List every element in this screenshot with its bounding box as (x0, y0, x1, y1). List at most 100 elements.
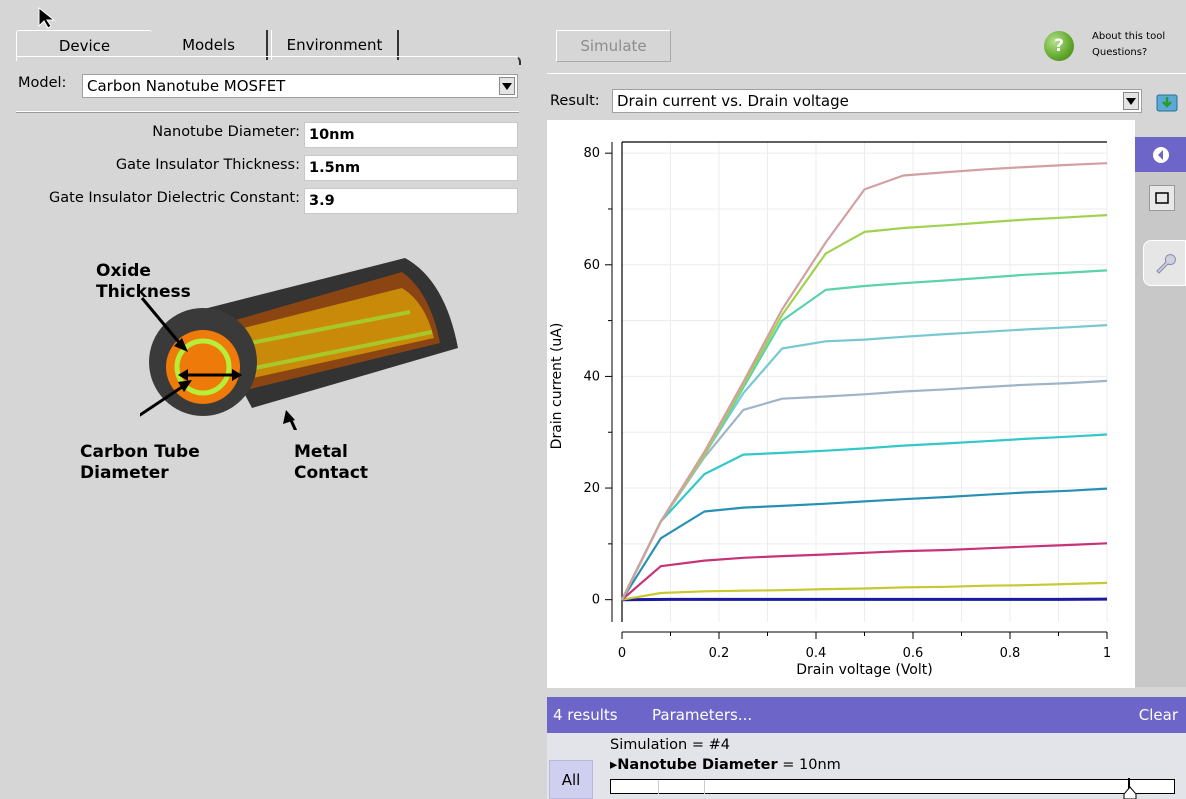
arrow-left-icon (178, 369, 188, 381)
results-count: 4 results (553, 706, 618, 724)
y-tick-label: 40 (583, 369, 600, 384)
tube-label-line1: Carbon Tube (80, 442, 200, 462)
arrow-right-icon (232, 369, 242, 381)
sidebar-toggle[interactable] (1135, 137, 1186, 172)
result-select-value: Drain current vs. Drain voltage (617, 92, 849, 110)
tube-label-line2: Diameter (80, 463, 169, 483)
oxide-label-line1: Oxide (96, 261, 151, 281)
dielectric-constant-label-text: Gate Insulator Dielectric Constant: (49, 190, 300, 206)
sidebar (1135, 137, 1186, 687)
x-tick-label: 0.4 (806, 646, 827, 661)
oxide-pointer (140, 297, 184, 347)
parameter-slider[interactable] (610, 779, 1175, 794)
chevron-down-icon[interactable] (499, 77, 515, 95)
dielectric-constant-value: 3.9 (309, 193, 335, 209)
result-label: Result: (550, 93, 600, 109)
download-icon[interactable] (1155, 91, 1179, 113)
oxide-stripe (229, 310, 411, 349)
settings-tab[interactable] (1143, 240, 1186, 286)
about-tool-link[interactable]: About this tool (1092, 31, 1165, 42)
series-line (621, 597, 1108, 602)
series-line (621, 214, 1108, 601)
arrow-icon (178, 380, 192, 392)
series-line (621, 487, 1108, 601)
drain-current-chart: 0 0.2 0.4 0.6 0.8 1 0 20 40 60 80 Drain voltage (Vo… (549, 141, 1111, 678)
slider-tick (658, 780, 659, 794)
oxide-stripe (239, 330, 433, 373)
series-line (621, 379, 1108, 601)
insulator-thickness-value: 1.5nm (309, 160, 361, 176)
y-tick-label: 80 (583, 146, 600, 161)
questions-link[interactable]: Questions? (1092, 47, 1147, 58)
series-line (621, 433, 1108, 601)
tab-bar: Device Models Environment (16, 30, 519, 61)
tab-models-label: Models (182, 36, 235, 54)
dielectric-constant-field[interactable]: 3.9 (304, 188, 518, 214)
y-axis-label: Drain current (uA) (549, 323, 565, 450)
wrench-icon (1155, 254, 1176, 274)
contact-label-line1: Metal (294, 442, 348, 462)
help-icon[interactable]: ? (1044, 31, 1074, 61)
y-tick-label: 60 (583, 258, 600, 273)
result-row: Result: (550, 93, 600, 109)
parameter-name: Nanotube Diameter (617, 757, 778, 773)
oxide-thickness-label: Oxide Thickness (96, 261, 191, 303)
expand-arrow-icon[interactable]: ▸ (610, 757, 618, 773)
x-tick-label: 1 (1103, 646, 1111, 661)
x-tick-label: 0 (618, 646, 626, 661)
divider-shadow (16, 112, 519, 113)
results-bar: 4 results Parameters... Clear (547, 697, 1186, 733)
metal-contact-label: Metal Contact (294, 442, 368, 484)
slider-handle-icon[interactable] (1122, 786, 1138, 799)
simulation-label: Simulation = #4 (610, 737, 730, 753)
contact-pointer (288, 417, 298, 430)
x-tick-label: 0.6 (903, 646, 924, 661)
insulator-thickness-label: Gate Insulator Thickness: (116, 157, 300, 173)
tab-device[interactable]: Device (16, 30, 152, 61)
nanotube-diameter-field[interactable]: 10nm (304, 122, 518, 148)
nanotube-diagram (140, 258, 458, 430)
nanotube-diameter-value: 10nm (309, 127, 355, 143)
model-select-value: Carbon Nanotube MOSFET (87, 77, 286, 95)
series-line (621, 581, 1108, 601)
parameter-value: = 10nm (777, 757, 841, 773)
model-label: Model: (18, 75, 67, 91)
insulator-thickness-label-text: Gate Insulator Thickness: (115, 157, 300, 173)
result-select[interactable]: Drain current vs. Drain voltage (612, 89, 1142, 113)
parameter-row: ▸Nanotube Diameter = 10nm (610, 757, 841, 773)
tab-models[interactable]: Models (151, 30, 268, 60)
insulator-thickness-field[interactable]: 1.5nm (304, 155, 518, 181)
slider-thumb[interactable] (1128, 778, 1130, 790)
divider (16, 111, 519, 112)
about-tool-text: About this tool (1092, 31, 1166, 42)
tube-pointer (140, 383, 186, 417)
simulate-label: Simulate (580, 37, 647, 55)
x-tick-label: 0.2 (709, 646, 730, 661)
cursor-icon (38, 6, 56, 29)
parameters-link[interactable]: Parameters... (652, 706, 753, 724)
x-tick-label: 0.8 (1000, 646, 1021, 661)
chevron-left-icon (1152, 146, 1169, 163)
simulate-button[interactable]: Simulate (556, 30, 671, 62)
window-icon (1155, 192, 1169, 204)
clear-button[interactable]: Clear (1138, 706, 1178, 724)
contact-label-line2: Contact (294, 463, 369, 483)
series-line (621, 162, 1108, 601)
nanotube-diameter-label: Nanotube Diameter: (152, 124, 300, 140)
all-button[interactable]: All (549, 760, 593, 799)
questions-text: Questions? (1092, 47, 1148, 58)
chevron-down-icon[interactable] (1123, 92, 1139, 110)
model-select[interactable]: Carbon Nanotube MOSFET (82, 74, 518, 98)
tab-environment[interactable]: Environment (271, 30, 399, 60)
plot-view-button[interactable] (1149, 185, 1175, 211)
core-shape (220, 288, 434, 380)
oxide-ring (174, 338, 232, 396)
model-row: Model: (18, 75, 66, 91)
oxide-label-line2: Thickness (96, 282, 191, 302)
tab-bar-border (16, 56, 521, 65)
chart-background (547, 120, 1135, 688)
slider-tick (704, 780, 705, 794)
series-line (621, 542, 1108, 601)
x-axis-label: Drain voltage (Volt) (796, 662, 932, 678)
arrow-icon (283, 410, 295, 424)
